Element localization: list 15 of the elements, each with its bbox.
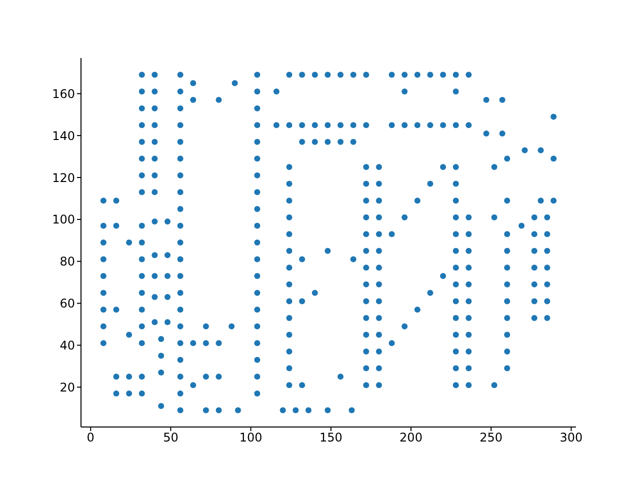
x-tick-label: 0: [86, 430, 94, 445]
y-tick-label: 60: [60, 296, 75, 311]
y-tick-label: 80: [60, 254, 75, 269]
y-tick-label: 100: [52, 212, 75, 227]
y-tick-label: 20: [60, 380, 75, 394]
y-tick-label: 140: [52, 128, 75, 143]
y-tick-label: 120: [52, 170, 75, 185]
x-tick-label: 250: [480, 430, 503, 445]
x-tick-label: 150: [319, 430, 342, 445]
y-tick-label: 40: [60, 338, 75, 352]
y-tick-label: 160: [52, 86, 75, 101]
x-tick-label: 200: [400, 430, 422, 445]
x-tick-label: 50: [163, 430, 178, 445]
x-tick-label: 300: [560, 430, 583, 445]
x-tick-label: 100: [239, 430, 262, 445]
